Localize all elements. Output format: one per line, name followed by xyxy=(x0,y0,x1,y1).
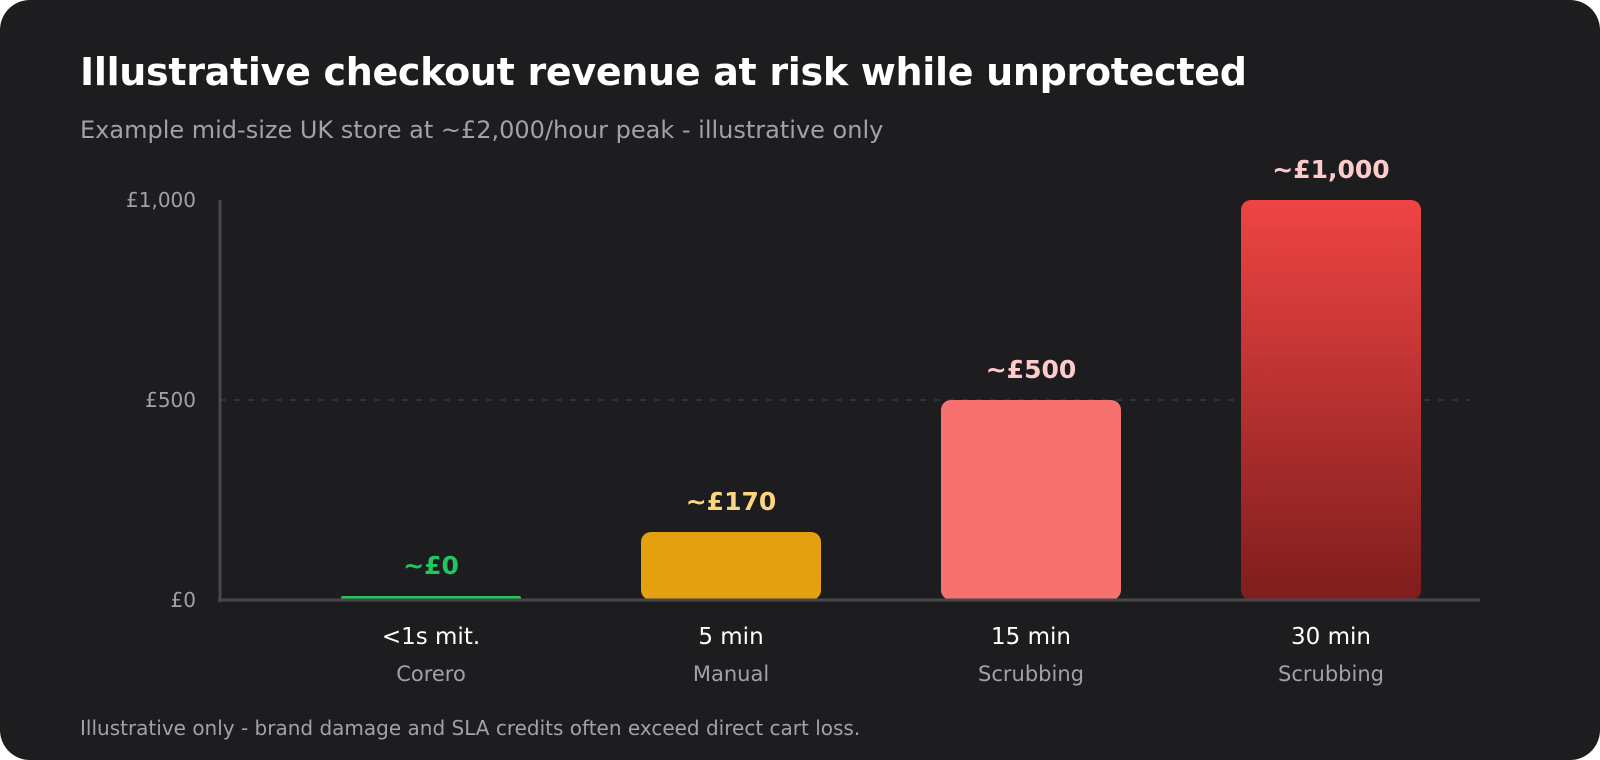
value-label: ~£0 xyxy=(403,551,459,580)
y-tick-label: £500 xyxy=(145,388,196,412)
chart-title: Illustrative checkout revenue at risk wh… xyxy=(80,50,1247,94)
value-label: ~£500 xyxy=(986,355,1077,384)
y-tick-label: £1,000 xyxy=(126,188,196,212)
value-label: ~£1,000 xyxy=(1272,155,1389,184)
bar-1 xyxy=(641,532,821,600)
chart-subtitle: Example mid-size UK store at ~£2,000/hou… xyxy=(80,116,884,144)
chart-footnote: Illustrative only - brand damage and SLA… xyxy=(80,716,861,740)
bar-2 xyxy=(941,400,1121,600)
category-label: <1s mit. xyxy=(382,624,480,650)
category-label: 30 min xyxy=(1291,624,1371,650)
y-tick-label: £0 xyxy=(171,588,196,612)
category-label: 5 min xyxy=(698,624,763,650)
category-sublabel: Manual xyxy=(693,662,769,686)
bar-3 xyxy=(1241,200,1421,600)
category-sublabel: Scrubbing xyxy=(978,662,1084,686)
category-sublabel: Scrubbing xyxy=(1278,662,1384,686)
category-label: 15 min xyxy=(991,624,1071,650)
category-sublabel: Corero xyxy=(396,662,466,686)
value-label: ~£170 xyxy=(686,487,777,516)
